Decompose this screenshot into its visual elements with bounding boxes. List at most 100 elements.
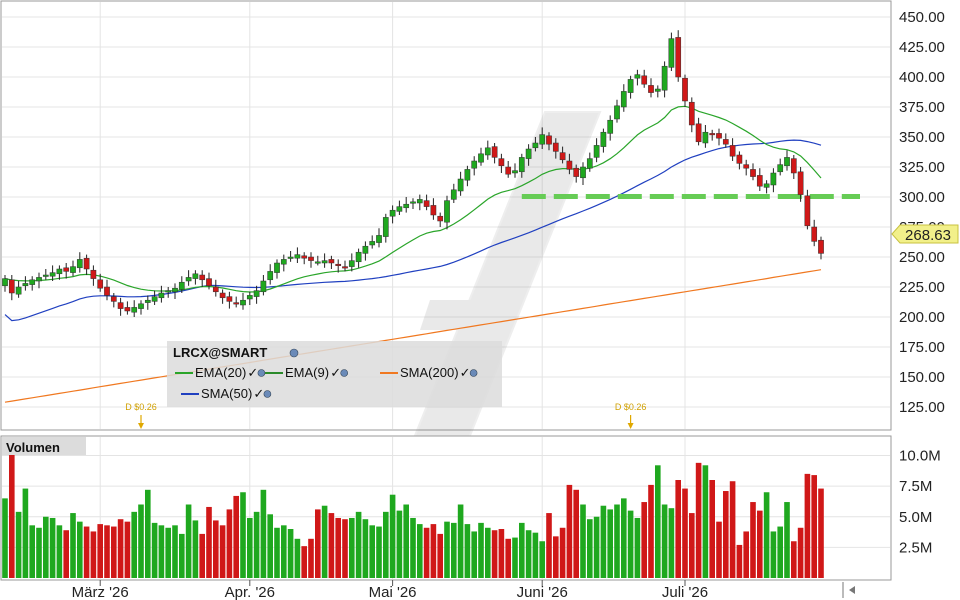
volume-bar [546,513,552,578]
volume-bar [111,526,117,578]
volume-bar [15,511,22,578]
candle-body [110,296,117,302]
candle-body [199,274,206,281]
volume-bar [587,519,593,578]
candle-body [498,158,505,167]
sma50-line [4,139,822,322]
volume-bar [36,527,42,578]
volume-bar [444,521,450,578]
volume-bar [784,502,790,578]
candle-body [512,170,518,174]
candle-body [777,164,784,173]
price-tick-label: 350.00 [899,129,945,146]
volume-bar [763,492,770,578]
candle-body [770,172,777,186]
volume-bar [185,504,192,578]
legend-visible-check-icon[interactable]: ✓ [460,365,471,380]
candle-body [226,296,233,302]
x-tick-label: März '26 [72,584,129,600]
candle-body [756,175,763,187]
volume-bar [138,504,144,578]
candle-body [280,259,287,265]
volume-bar [247,517,253,578]
candle-body [342,266,348,269]
volume-bar [811,475,817,578]
volume-bar [274,527,280,578]
candle-body [36,277,42,282]
legend-settings-icon[interactable] [257,369,266,377]
candle-body [736,154,743,164]
volume-bar [335,517,341,578]
candle-body [206,278,212,287]
candle-body [661,65,668,91]
volume-bar [383,511,389,578]
candle-body [369,241,376,246]
legend-visible-check-icon[interactable]: ✓ [330,365,341,380]
volume-bar [485,527,491,578]
volume-title-bg [2,437,86,455]
legend-visible-check-icon[interactable]: ✓ [253,386,264,401]
volume-bar [512,537,518,578]
volume-bar [83,526,90,578]
legend-settings-icon[interactable] [340,369,349,377]
candle-body [151,296,158,302]
volume-bars [2,440,824,578]
candle-body [763,183,770,188]
volume-bar [410,517,416,578]
volume-bar [117,519,124,578]
volume-bar [9,440,15,578]
candle-body [76,259,83,269]
volume-bar [770,531,777,578]
volume-bar [63,530,69,578]
price-tick-label: 400.00 [899,69,945,86]
volume-bar [804,473,811,578]
candle-body [600,131,607,147]
dividend-label: D $0.26 [125,402,157,412]
dividend-markers: D $0.26 D $0.26 [125,402,646,429]
volume-bar [457,504,464,578]
volume-bar [580,504,586,578]
candle-body [172,287,178,293]
price-tick-label: 225.00 [899,279,945,296]
volume-bar [505,538,511,578]
candle-body [83,257,90,270]
candle-body [56,268,63,275]
candle-body [22,283,29,287]
legend-settings-icon[interactable] [263,390,272,398]
candle-body [246,295,253,300]
candle-body [2,278,8,287]
legend-settings-icon[interactable] [469,369,478,377]
candle-body [185,277,192,282]
candle-body [702,131,709,144]
candle-body [641,75,648,85]
legend-label: SMA(200) [400,365,459,380]
candle-body [722,139,729,145]
candle-body [627,79,634,93]
scroll-arrow-icon[interactable] [842,582,855,598]
candle-body [117,302,124,309]
candle-body [790,158,797,174]
volume-bar [498,529,505,578]
candle-body [607,119,614,134]
candle-body [165,290,172,293]
volume-tick-label: 2.5M [899,539,932,556]
candle-body [423,200,430,207]
candle-body [620,91,627,108]
x-tick-label: Apr. '26 [225,584,275,600]
volume-bar [791,541,797,578]
volume-bar [451,522,457,578]
candle-body [614,105,620,120]
volume-bar [797,527,804,578]
candle-body [131,307,138,313]
legend-label: SMA(50) [201,386,252,401]
volume-bar [553,536,559,578]
candle-body [8,279,15,294]
candle-body [294,254,301,259]
legend-visible-check-icon[interactable]: ✓ [247,365,258,380]
candle-body [668,38,675,68]
volume-bar [172,525,178,578]
volume-bar [328,513,335,578]
legend-symbol-settings-icon[interactable] [289,348,299,358]
candle-body [444,200,450,223]
volume-bar [750,502,756,578]
